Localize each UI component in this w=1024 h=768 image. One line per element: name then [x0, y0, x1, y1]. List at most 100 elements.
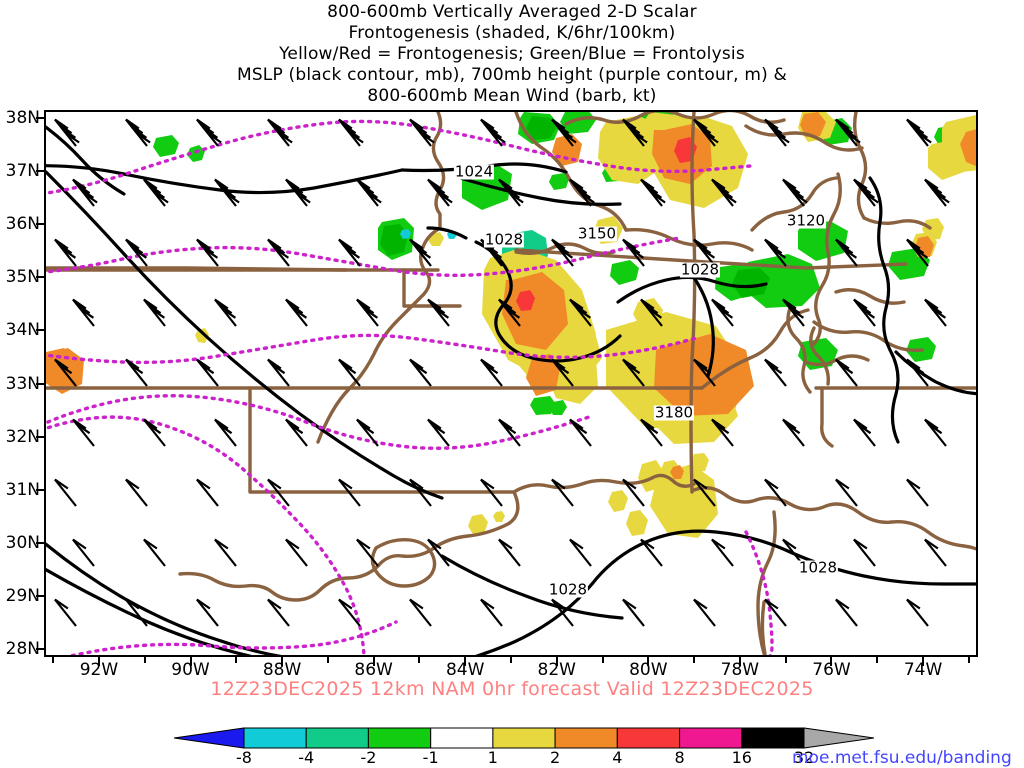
wind-barb	[569, 298, 592, 327]
wind-barb	[764, 478, 787, 507]
wind-barb	[551, 478, 574, 507]
y-axis-label: 32N	[5, 426, 40, 447]
wind-barb	[693, 598, 716, 627]
wind-barb	[693, 358, 716, 387]
wind-barb	[640, 418, 663, 447]
wind-barb	[214, 298, 237, 327]
y-tick	[36, 170, 45, 173]
x-minor-tick	[784, 657, 787, 663]
mslp-contour-label: 1028	[797, 558, 839, 577]
colorbar-tick: -4	[298, 748, 315, 767]
wind-barb	[427, 298, 450, 327]
wind-barb	[54, 238, 77, 267]
wind-barb	[835, 358, 858, 387]
y-axis-label: 38N	[5, 107, 40, 128]
colorbar-tick: 1	[487, 748, 498, 767]
y-tick	[36, 541, 45, 544]
wind-barb	[551, 118, 577, 147]
wind-barb	[640, 298, 663, 327]
colorbar-low-arrow	[174, 727, 245, 749]
wind-barb	[622, 358, 645, 387]
wind-barb	[711, 418, 734, 447]
wind-barb	[693, 238, 716, 267]
wind-barb	[409, 598, 432, 627]
height-contour-label: 3180	[653, 403, 695, 422]
y-axis-label: 37N	[5, 161, 40, 182]
x-minor-tick	[52, 657, 55, 663]
wind-barb	[125, 478, 148, 507]
wind-barb	[835, 118, 861, 147]
x-minor-tick	[876, 657, 879, 663]
title-line-4: MSLP (black contour, mb), 700mb height (…	[236, 65, 788, 85]
wind-barb	[622, 238, 645, 267]
x-tick	[647, 657, 650, 666]
wind-barb	[764, 358, 787, 387]
wind-barb	[143, 178, 169, 207]
x-tick	[738, 657, 741, 666]
colorbar-tick: -1	[422, 748, 439, 767]
map-plot-area: 1024 1028 1028 1028 1028 3150 3120 3180	[44, 110, 978, 657]
x-axis-label: 90W	[171, 660, 210, 680]
wind-barb	[196, 358, 219, 387]
wind-barb	[480, 478, 503, 507]
map-canvas	[46, 112, 976, 655]
wind-barb	[498, 298, 521, 327]
wind-barb	[356, 418, 379, 447]
frontogenesis-shading	[46, 112, 976, 538]
wind-barb	[409, 238, 432, 267]
wind-barb	[853, 538, 876, 567]
wind-barb	[569, 538, 592, 567]
y-axis-label: 35N	[5, 267, 40, 288]
wind-barb	[693, 118, 719, 147]
wind-barb	[622, 478, 645, 507]
wind-barb	[782, 418, 805, 447]
x-tick	[555, 657, 558, 666]
wind-barb	[214, 178, 240, 207]
wind-barb	[622, 118, 648, 147]
wind-barb	[835, 238, 858, 267]
wind-barb	[143, 298, 166, 327]
mslp-contour-label: 1028	[483, 230, 525, 249]
wind-barb	[906, 358, 929, 387]
wind-barb	[54, 358, 77, 387]
wind-barb	[143, 418, 166, 447]
height-contour-label: 3150	[576, 224, 618, 243]
wind-barb	[924, 298, 947, 327]
wind-barb	[853, 418, 876, 447]
wind-barb	[551, 238, 574, 267]
y-tick	[36, 594, 45, 597]
wind-barb	[498, 538, 521, 567]
wind-barb	[267, 238, 290, 267]
y-axis-label: 31N	[5, 479, 40, 500]
wind-barb	[267, 478, 290, 507]
x-tick	[97, 657, 100, 666]
wind-barb	[764, 118, 790, 147]
wind-barb	[196, 118, 222, 147]
wind-barb	[409, 358, 432, 387]
wind-barb	[285, 418, 308, 447]
wind-barb	[551, 358, 574, 387]
wind-barb	[480, 598, 503, 627]
mslp-contour-label: 1028	[547, 580, 589, 599]
wind-barb	[196, 598, 219, 627]
title-line-3: Yellow/Red = Frontogenesis; Green/Blue =…	[279, 44, 745, 64]
wind-barb	[267, 118, 293, 147]
wind-barb	[356, 298, 379, 327]
wind-barb	[72, 178, 98, 207]
wind-barb	[214, 418, 237, 447]
y-tick	[36, 223, 45, 226]
x-tick	[830, 657, 833, 666]
title-line-1: 800-600mb Vertically Averaged 2-D Scalar	[327, 2, 697, 22]
wind-barb	[125, 358, 148, 387]
colorbar: -8 -4 -2 -1 1 2 4 8 16 32	[174, 727, 874, 767]
wind-barb	[338, 598, 361, 627]
x-minor-tick	[601, 657, 604, 663]
wind-barb	[427, 418, 450, 447]
wind-barb	[267, 598, 290, 627]
colorbar-segment-magenta	[679, 727, 743, 749]
y-axis-label: 28N	[5, 639, 40, 660]
wind-barb	[409, 118, 435, 147]
x-tick	[372, 657, 375, 666]
colorbar-tick: 16	[731, 748, 752, 767]
colorbar-tick: -8	[236, 748, 252, 767]
